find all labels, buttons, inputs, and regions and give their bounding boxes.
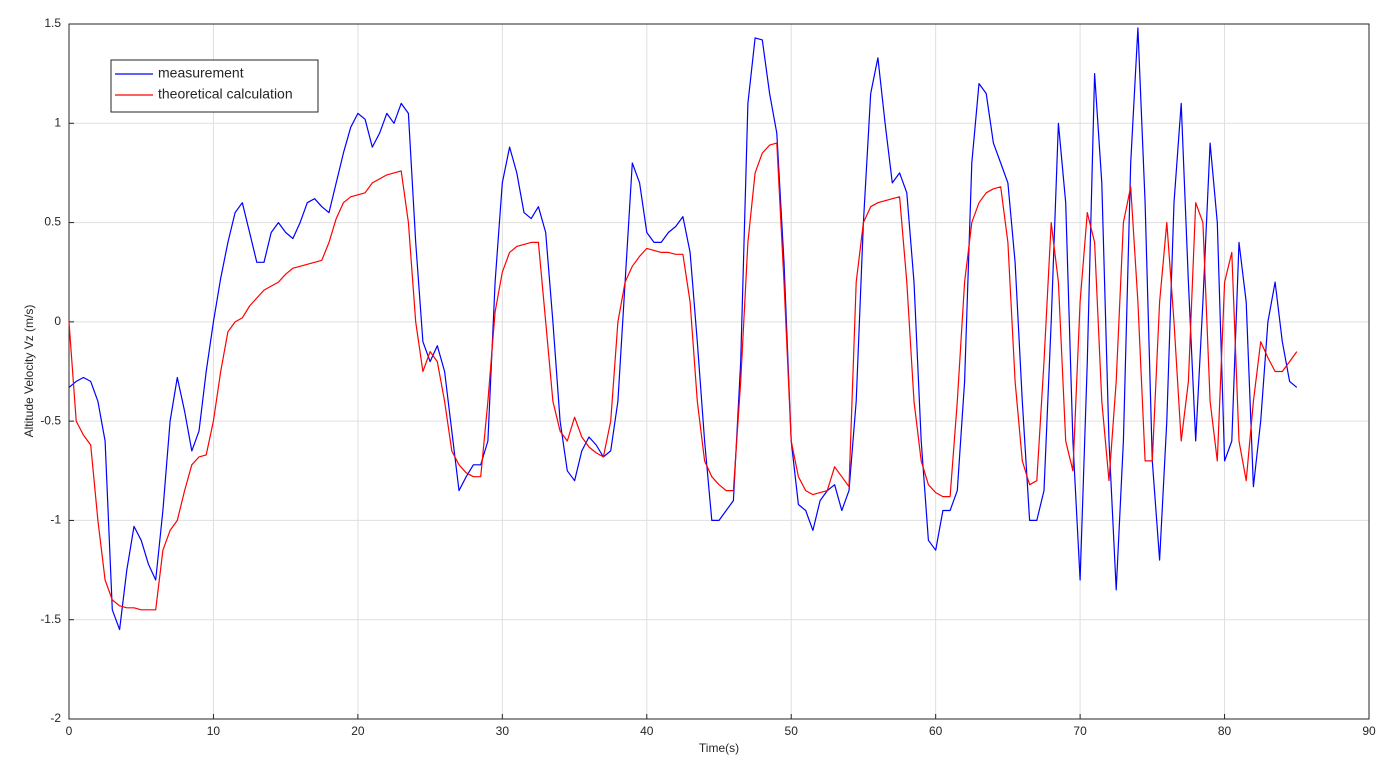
y-axis-label: Altitude Velocity Vz (m/s) [22, 305, 36, 438]
x-tick-label: 70 [1073, 724, 1087, 738]
x-tick-label: 10 [207, 724, 221, 738]
y-tick-label: 1 [54, 115, 61, 129]
x-tick-label: 60 [929, 724, 943, 738]
x-tick-label: 30 [496, 724, 510, 738]
legend: measurement theoretical calculation [110, 59, 319, 113]
data-line [68, 27, 1298, 631]
y-tick-label: 1.5 [44, 16, 61, 30]
y-tick-label: -1 [50, 513, 61, 527]
x-tick-label: 80 [1218, 724, 1232, 738]
x-axis-label: Time(s) [699, 741, 739, 755]
y-tick-label: 0 [54, 314, 61, 328]
legend-label: theoretical calculation [158, 86, 293, 102]
y-tick-label: -0.5 [40, 413, 61, 427]
x-tick-label: 20 [351, 724, 365, 738]
y-tick-label: 0.5 [44, 215, 61, 229]
y-tick-label: -2 [50, 711, 61, 725]
legend-label: measurement [158, 65, 244, 81]
y-tick-label: -1.5 [40, 612, 61, 626]
x-tick-label: 50 [785, 724, 799, 738]
plot-frame [68, 23, 1370, 720]
legend-box [110, 59, 319, 113]
x-tick-label: 0 [66, 724, 73, 738]
x-tick-label: 40 [640, 724, 654, 738]
x-tick-label: 90 [1362, 724, 1376, 738]
data-line [68, 142, 1298, 611]
